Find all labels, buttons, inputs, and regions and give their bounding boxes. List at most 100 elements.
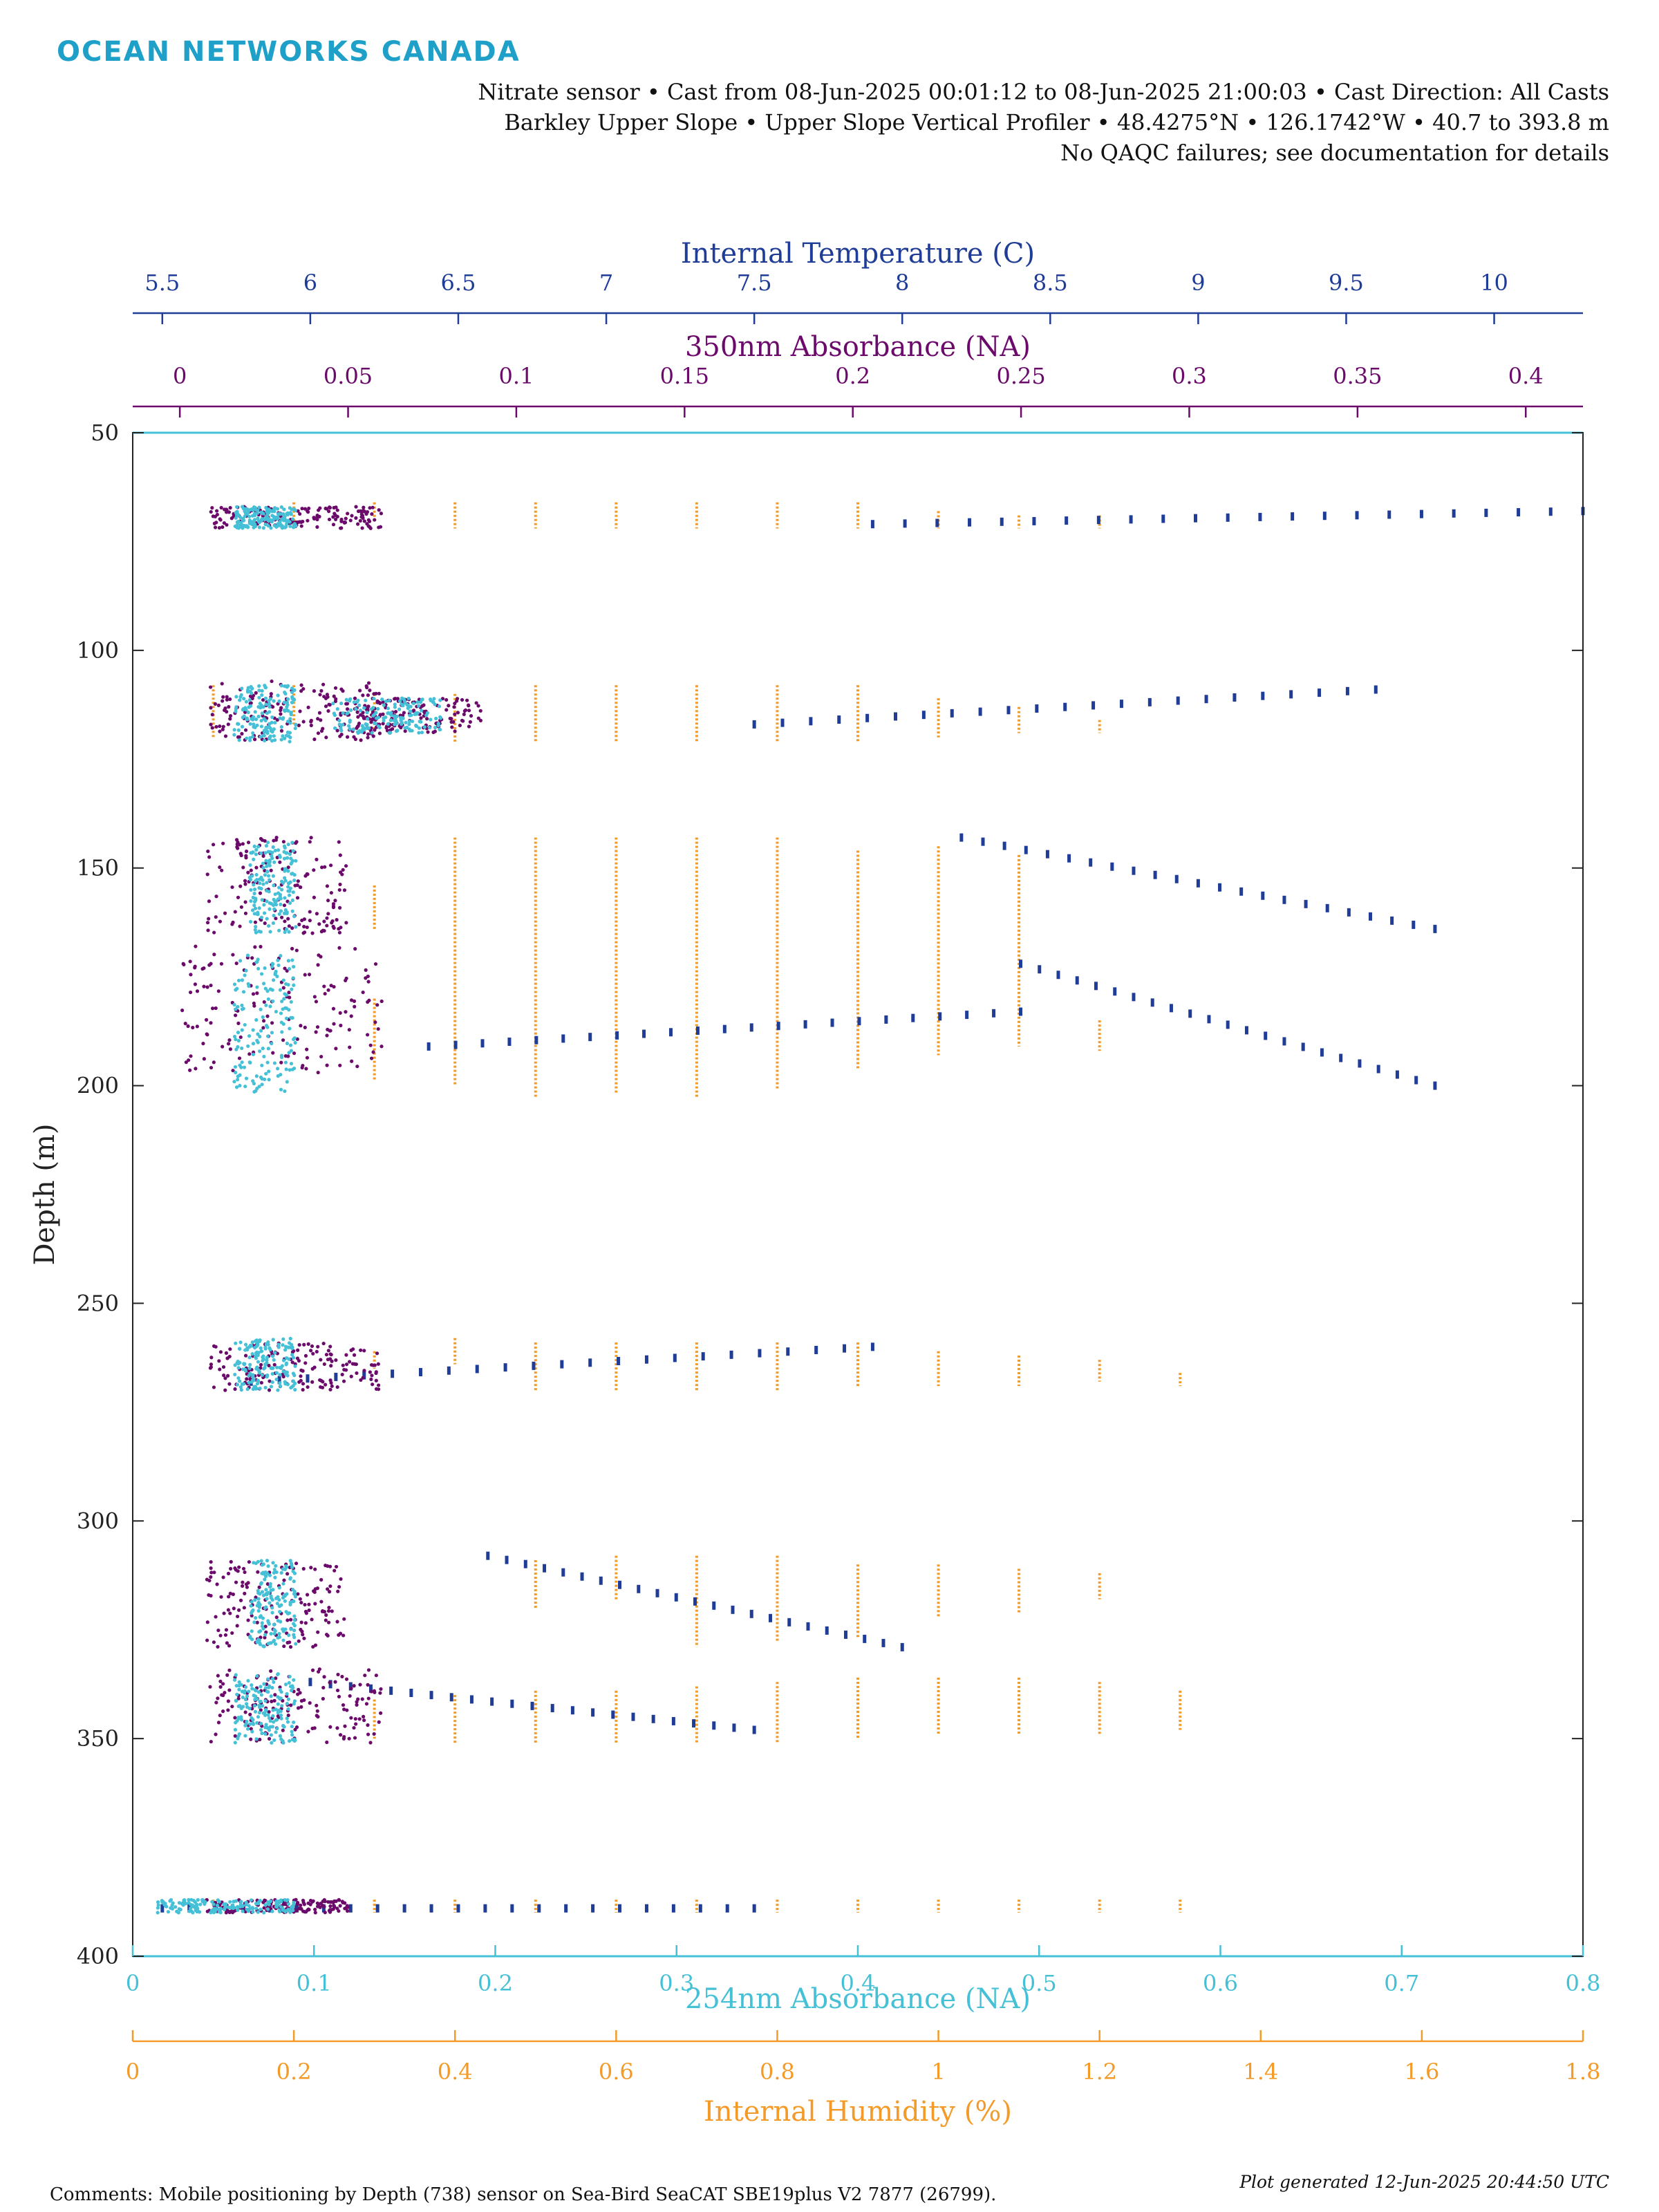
a254-point: [234, 706, 238, 711]
a254-point: [294, 722, 298, 727]
a254-point: [285, 1345, 290, 1349]
a350-point: [444, 708, 449, 712]
a350-point: [216, 1628, 221, 1633]
a350-point: [315, 1586, 319, 1591]
a350-point: [308, 919, 312, 923]
a350-point: [316, 1344, 320, 1349]
a350-point: [344, 1010, 348, 1014]
a350-point: [232, 1606, 236, 1611]
a350-point: [366, 732, 371, 736]
a350-point: [216, 703, 221, 707]
a350-point: [324, 1353, 329, 1357]
a350-point: [207, 855, 212, 859]
a254-point: [264, 505, 268, 510]
a254-point: [273, 900, 277, 904]
a350-point: [478, 709, 482, 713]
a350-point: [233, 1566, 237, 1571]
a254-point: [393, 705, 397, 709]
a254-point: [259, 1907, 263, 1911]
a254-point: [284, 927, 289, 931]
a254-point: [236, 526, 241, 530]
a254-point: [250, 874, 254, 878]
a254-point: [283, 684, 288, 688]
a350-point: [335, 508, 339, 512]
a254-point: [279, 1087, 283, 1091]
a254-point: [252, 1694, 256, 1698]
a254-point: [234, 1007, 238, 1011]
a254-point: [284, 1067, 288, 1071]
a350-point: [301, 1064, 305, 1068]
a254-point: [283, 1348, 288, 1352]
a254-point: [253, 1598, 257, 1602]
a254-point: [268, 1004, 272, 1009]
a350-point: [295, 1037, 299, 1041]
a350-point: [326, 1587, 330, 1591]
a350-point: [290, 946, 294, 950]
a254-point: [355, 700, 359, 704]
a350-point: [279, 1060, 283, 1065]
a350-point: [249, 1737, 253, 1741]
a350-point: [200, 967, 205, 971]
a350-point: [319, 688, 324, 693]
a350-point: [328, 1908, 332, 1912]
a350-point: [352, 1353, 357, 1357]
a254-point: [251, 895, 255, 900]
a350-point: [393, 697, 397, 701]
a350-point: [345, 702, 350, 706]
a254-point: [245, 1694, 250, 1698]
a350-point: [225, 710, 229, 714]
a254-point: [198, 1902, 203, 1906]
a350-point: [338, 1733, 343, 1737]
a254-point: [250, 1600, 254, 1604]
a350-point: [210, 1006, 215, 1011]
a350-point: [221, 1709, 225, 1714]
a254-point: [386, 706, 391, 711]
a254-point: [244, 968, 248, 973]
a350-point: [456, 711, 460, 715]
a350-point: [214, 1615, 218, 1619]
a254-point: [290, 686, 294, 691]
a254-point: [263, 1725, 268, 1730]
humidity-axis-title: Internal Humidity (%): [704, 2096, 1012, 2128]
a350-point: [210, 506, 214, 510]
a254-point: [259, 724, 263, 729]
a254-point: [232, 1678, 237, 1682]
a254-point: [422, 725, 427, 729]
a254-point: [265, 1907, 270, 1911]
a254-point: [272, 1638, 276, 1642]
a254-point: [265, 870, 270, 874]
a254-point: [364, 698, 368, 702]
a254-point: [283, 525, 287, 529]
a254-point: [266, 850, 270, 854]
a350-point: [209, 1575, 213, 1579]
a254-point: [283, 992, 287, 996]
a350-point: [330, 1609, 334, 1613]
a254-point: [261, 861, 265, 865]
a254-point: [247, 514, 252, 518]
a350-point: [312, 995, 317, 999]
a350-point: [358, 1683, 362, 1687]
a350-point: [205, 872, 209, 877]
a350-point: [366, 735, 370, 740]
a254-point: [337, 718, 341, 723]
a350-point: [259, 1635, 263, 1640]
a350-point: [301, 1382, 306, 1386]
a350-point: [297, 1342, 301, 1347]
a254-point: [267, 890, 271, 894]
a254-point: [288, 1336, 292, 1341]
a254-point: [335, 707, 339, 711]
a350-point: [249, 1727, 253, 1731]
a350-point: [225, 1356, 229, 1360]
a254-point: [235, 1692, 239, 1696]
a350-point: [331, 1907, 335, 1911]
a350-point: [323, 1911, 327, 1915]
a350-point: [188, 1068, 192, 1072]
a254-point: [285, 511, 290, 515]
a254-point: [276, 963, 281, 968]
a350-point: [326, 899, 330, 903]
a254-point: [267, 1716, 272, 1721]
a350-point: [213, 702, 217, 706]
a254-point: [272, 978, 276, 982]
a254-point: [203, 1902, 207, 1906]
a254-point: [251, 1373, 255, 1377]
